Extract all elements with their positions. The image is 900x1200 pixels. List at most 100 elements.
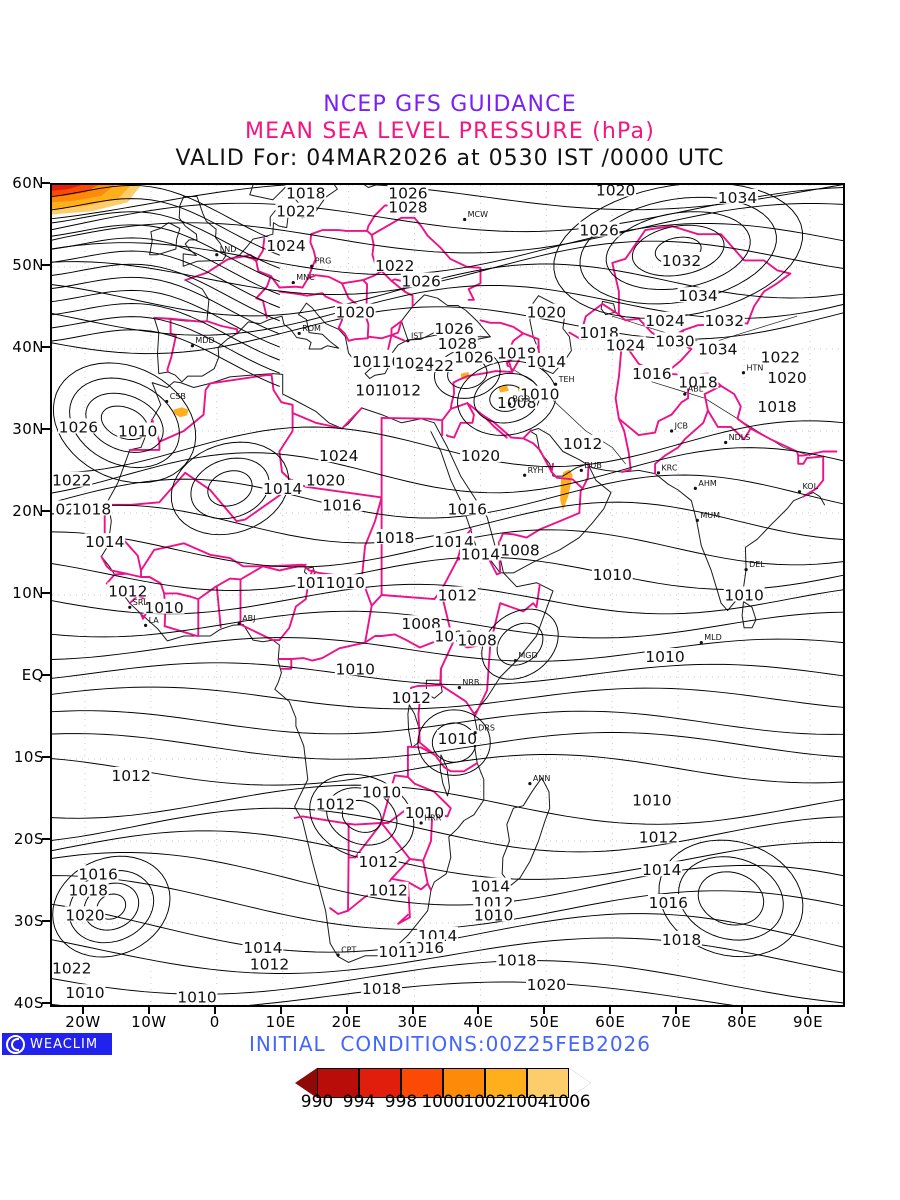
contour-label: 1020	[527, 976, 566, 994]
contour-label: 1022	[276, 203, 315, 221]
contour-label-bg	[460, 447, 501, 463]
contour-label: 1010	[520, 386, 559, 404]
pressure-contour-map[interactable]: 1018 1026 1028 1034 1020 1022 1024 1026 1032 1034…	[50, 183, 845, 1007]
city-code-label: BGD	[512, 394, 530, 403]
y-axis-label: 50N	[12, 256, 44, 274]
contour-label-bg	[275, 202, 317, 218]
colorbar-cell[interactable]	[401, 1068, 443, 1098]
isobar	[52, 303, 280, 361]
contour-label-bg	[525, 352, 567, 368]
contour-label-bg	[717, 188, 758, 204]
x-axis-label: 10W	[131, 1013, 167, 1031]
x-axis-label: 90E	[792, 1013, 824, 1031]
isobar	[52, 240, 843, 295]
y-axis-label: 20N	[12, 502, 44, 520]
y-axis-tick	[42, 592, 50, 594]
contour-label: 1028	[438, 335, 477, 353]
contour-label-bg	[766, 369, 808, 385]
contour-label-bg	[473, 894, 515, 909]
pressure-colorbar[interactable]	[295, 1068, 591, 1098]
contour-label-bg	[661, 930, 702, 946]
x-axis-tick	[279, 1006, 282, 1014]
isobar-closed	[431, 722, 477, 763]
contour-label-bg	[400, 272, 442, 288]
colorbar-cell[interactable]	[527, 1068, 569, 1098]
y-axis-label: 40N	[12, 338, 44, 356]
contour-label-bg	[525, 303, 567, 319]
contour-label: 1010	[438, 730, 477, 748]
city-dot	[406, 339, 410, 343]
contour-label: 1014	[471, 878, 510, 896]
x-axis-tick	[675, 1006, 678, 1014]
contour-label-bg	[176, 988, 218, 1004]
isobar-closed	[496, 622, 544, 666]
contour-label-bg	[436, 586, 478, 602]
x-axis-tick	[411, 1006, 414, 1014]
logo-label: WEACLIM	[30, 1036, 99, 1052]
contour-label-bg	[756, 397, 798, 413]
city-dot	[528, 782, 532, 786]
contour-label: 1014	[527, 353, 566, 371]
weaclim-logo[interactable]: WEACLIM	[2, 1033, 112, 1055]
y-axis-label: 30N	[12, 420, 44, 438]
border-line	[306, 233, 317, 280]
contour-label: 1024	[645, 312, 684, 330]
contour-label: 1020	[306, 472, 345, 490]
contour-label: 1018	[69, 882, 108, 900]
city-dot	[523, 473, 527, 477]
colorbar-cell[interactable]	[485, 1068, 527, 1098]
contour-label: 1012	[563, 435, 602, 453]
contour-label-bg	[591, 566, 633, 581]
contour-label: 1012	[250, 956, 289, 974]
x-axis-label: 20W	[65, 1013, 101, 1031]
y-axis-tick	[42, 756, 50, 758]
border-line	[611, 225, 792, 316]
contour-label: 1012	[392, 689, 431, 707]
city-code-label: LND	[220, 245, 237, 254]
city-code-label: ANN	[533, 774, 550, 783]
contour-label-bg	[499, 541, 541, 557]
contour-label: 1022	[52, 960, 91, 978]
border-line	[497, 437, 584, 544]
city-dot	[215, 253, 219, 257]
isobar-closed	[52, 855, 171, 958]
contour-label: 1016	[78, 865, 117, 883]
city-dot	[419, 821, 423, 825]
border-line	[215, 585, 222, 628]
border-line	[163, 577, 242, 626]
contour-label-bg	[562, 434, 604, 450]
colorbar-cell[interactable]	[359, 1068, 401, 1098]
contour-label: 1010	[724, 587, 763, 605]
contour-label-bg	[703, 311, 745, 327]
contour-label-bg	[469, 877, 511, 893]
coastline-aral-sea	[600, 300, 617, 316]
isobar	[52, 211, 280, 269]
city-dot	[724, 440, 728, 445]
x-axis-label: 0	[209, 1013, 220, 1031]
contour-label: 1032	[705, 312, 744, 330]
colorbar-tick: 1000	[421, 1092, 465, 1112]
contour-label-bg	[143, 598, 185, 614]
contour-label: 1018	[662, 931, 701, 949]
x-axis-label: 60E	[595, 1013, 626, 1031]
contour-label-bg	[697, 340, 739, 356]
contour-label: 1012	[108, 582, 147, 600]
colorbar-cell[interactable]	[317, 1068, 359, 1098]
border-line	[797, 454, 825, 498]
shaded-low-pressure-regions	[52, 185, 573, 511]
contour-label: 1034	[718, 189, 757, 207]
colorbar-cell[interactable]	[443, 1068, 485, 1098]
contour-label-bg	[578, 324, 620, 340]
colorbar-tick: 1004	[505, 1092, 549, 1112]
contour-label-bg	[380, 381, 422, 397]
city-code-label: TEH	[558, 375, 575, 384]
isobar	[52, 807, 843, 853]
contour-label: 1010	[65, 984, 104, 1002]
contour-label: 1028	[388, 199, 427, 217]
city-code-label: CSB	[170, 392, 186, 401]
border-line	[417, 712, 437, 757]
isobar-closed	[631, 224, 725, 277]
isobar	[52, 185, 280, 243]
x-axis-label: 30E	[397, 1013, 428, 1031]
